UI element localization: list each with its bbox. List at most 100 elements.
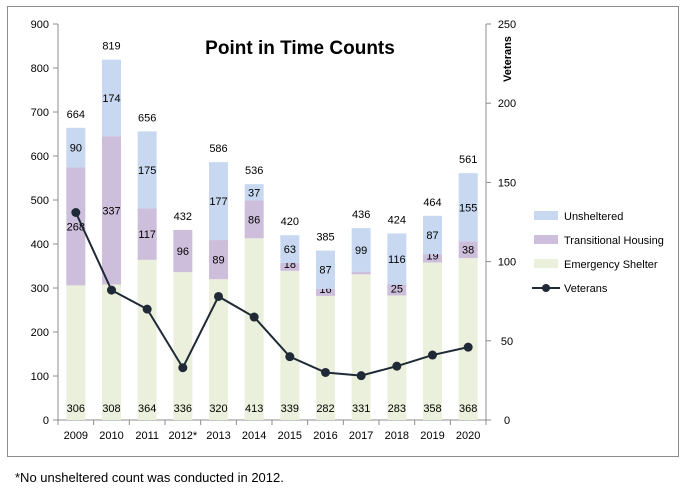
chart-frame: 0 100 200 300 400 500 600 700 800 900 0 50 100 150 200… xyxy=(7,6,679,457)
veterans-point xyxy=(463,342,473,352)
bar-value-label: 175 xyxy=(138,165,156,177)
bar-value-label: 336 xyxy=(174,403,192,415)
bar-segment xyxy=(316,250,335,289)
bar-segment xyxy=(280,262,300,271)
legend-swatch xyxy=(534,235,558,244)
bar-total-label: 464 xyxy=(423,197,441,209)
bar-value-label: 87 xyxy=(319,265,331,277)
bar-total-label: 420 xyxy=(281,216,299,228)
bar-segment xyxy=(244,184,264,201)
bar-value-label: 308 xyxy=(102,403,120,415)
bar-segment xyxy=(423,262,442,420)
legend-marker xyxy=(542,284,550,292)
y-tick-label: 0 xyxy=(43,415,49,427)
bar-value-label: 413 xyxy=(245,403,263,415)
y-tick-label: 300 xyxy=(31,283,49,295)
bar-segment xyxy=(316,295,335,420)
bar-segment xyxy=(423,215,442,255)
y2-tick-label: 100 xyxy=(498,257,516,269)
veterans-point xyxy=(71,207,81,217)
x-tick-label: 2019 xyxy=(420,430,444,442)
bar-value-label: 96 xyxy=(177,246,189,258)
y2-tick-label: 0 xyxy=(504,415,510,427)
bar-segment xyxy=(66,285,86,420)
x-tick-label: 2009 xyxy=(64,430,88,442)
bar-value-label: 38 xyxy=(462,245,474,257)
y2-tick-label: 50 xyxy=(501,336,513,348)
veterans-point xyxy=(392,361,402,371)
veterans-point xyxy=(285,352,295,362)
veterans-point xyxy=(214,291,223,301)
y-tick-label: 400 xyxy=(31,239,49,251)
bar-segment xyxy=(387,284,407,296)
bar-value-label: 283 xyxy=(388,403,406,415)
bar-segment xyxy=(137,259,157,420)
bar-value-label: 90 xyxy=(70,143,82,155)
bar-segment xyxy=(458,258,478,420)
y2-tick-label: 150 xyxy=(498,177,516,189)
bar-value-label: 282 xyxy=(316,403,334,415)
bar-segment xyxy=(280,235,300,263)
veterans-point xyxy=(142,304,152,314)
bar-total-label: 656 xyxy=(138,112,156,124)
bar-total-label: 536 xyxy=(245,165,263,177)
bar-value-label: 99 xyxy=(355,245,367,257)
bar-segment xyxy=(209,240,228,280)
bar-total-label: 819 xyxy=(102,41,120,53)
y-tick-label: 600 xyxy=(31,151,49,163)
bar-value-label: 364 xyxy=(138,403,156,415)
bar-total-label: 385 xyxy=(316,232,334,244)
bar-total-label: 424 xyxy=(388,214,406,226)
bar-value-label: 87 xyxy=(426,230,438,242)
x-tick-label: 2016 xyxy=(313,430,337,442)
bar-value-label: 174 xyxy=(102,93,120,105)
bar-value-label: 117 xyxy=(138,229,156,241)
bar-segment xyxy=(102,59,121,137)
bar-segment xyxy=(423,254,442,263)
x-tick-label: 2015 xyxy=(278,430,302,442)
bar-segment xyxy=(316,288,335,296)
x-tick-label: 2010 xyxy=(99,430,123,442)
x-tick-label: 2018 xyxy=(385,430,409,442)
y2-tick-label: 200 xyxy=(498,98,516,110)
bar-segment xyxy=(387,233,407,285)
y-tick-label: 800 xyxy=(31,63,49,75)
bar-segment xyxy=(351,271,371,275)
bar-value-label: 37 xyxy=(248,187,260,199)
bar-segment xyxy=(102,136,121,285)
y-tick-label: 100 xyxy=(31,371,49,383)
legend-label: Transitional Housing xyxy=(564,235,664,247)
bar-segment xyxy=(66,127,86,168)
bar-value-label: 337 xyxy=(102,205,120,217)
x-tick-label: 2017 xyxy=(349,430,373,442)
point-in-time-chart: 0 100 200 300 400 500 600 700 800 900 0 50 100 150 200… xyxy=(31,19,664,442)
bar-segment xyxy=(209,162,228,241)
veterans-point xyxy=(428,350,437,360)
bar-value-label: 19 xyxy=(426,250,438,262)
bar-segment xyxy=(458,173,478,242)
x-tick-label: 2013 xyxy=(206,430,230,442)
bar-total-label: 561 xyxy=(459,154,477,166)
legend-swatch xyxy=(534,259,558,268)
bar-total-label: 586 xyxy=(209,143,227,155)
legend-label: Unsheltered xyxy=(564,211,623,223)
legend-swatch xyxy=(534,211,558,220)
x-tick-label: 2011 xyxy=(135,430,159,442)
bar-segment xyxy=(209,279,228,420)
bar-total-label: 664 xyxy=(67,109,85,121)
bar-value-label: 86 xyxy=(248,214,260,226)
footnote: *No unsheltered count was conducted in 2… xyxy=(15,470,284,485)
x-tick-label: 2014 xyxy=(242,430,266,442)
bar-segment xyxy=(351,274,371,420)
bar-segment xyxy=(173,272,193,420)
bar-segment xyxy=(137,131,157,209)
bar-value-label: 177 xyxy=(209,196,227,208)
veterans-line xyxy=(74,212,469,377)
bar-value-label: 358 xyxy=(423,403,441,415)
bar-total-label: 432 xyxy=(174,211,192,223)
veterans-point xyxy=(107,285,116,295)
bar-value-label: 320 xyxy=(209,403,227,415)
y2-tick-label: 250 xyxy=(498,19,516,31)
bar-value-label: 25 xyxy=(391,283,403,295)
bar-value-label: 306 xyxy=(67,403,85,415)
